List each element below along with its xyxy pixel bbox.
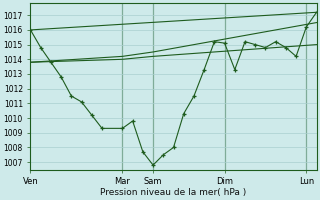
X-axis label: Pression niveau de la mer( hPa ): Pression niveau de la mer( hPa ) <box>100 188 247 197</box>
